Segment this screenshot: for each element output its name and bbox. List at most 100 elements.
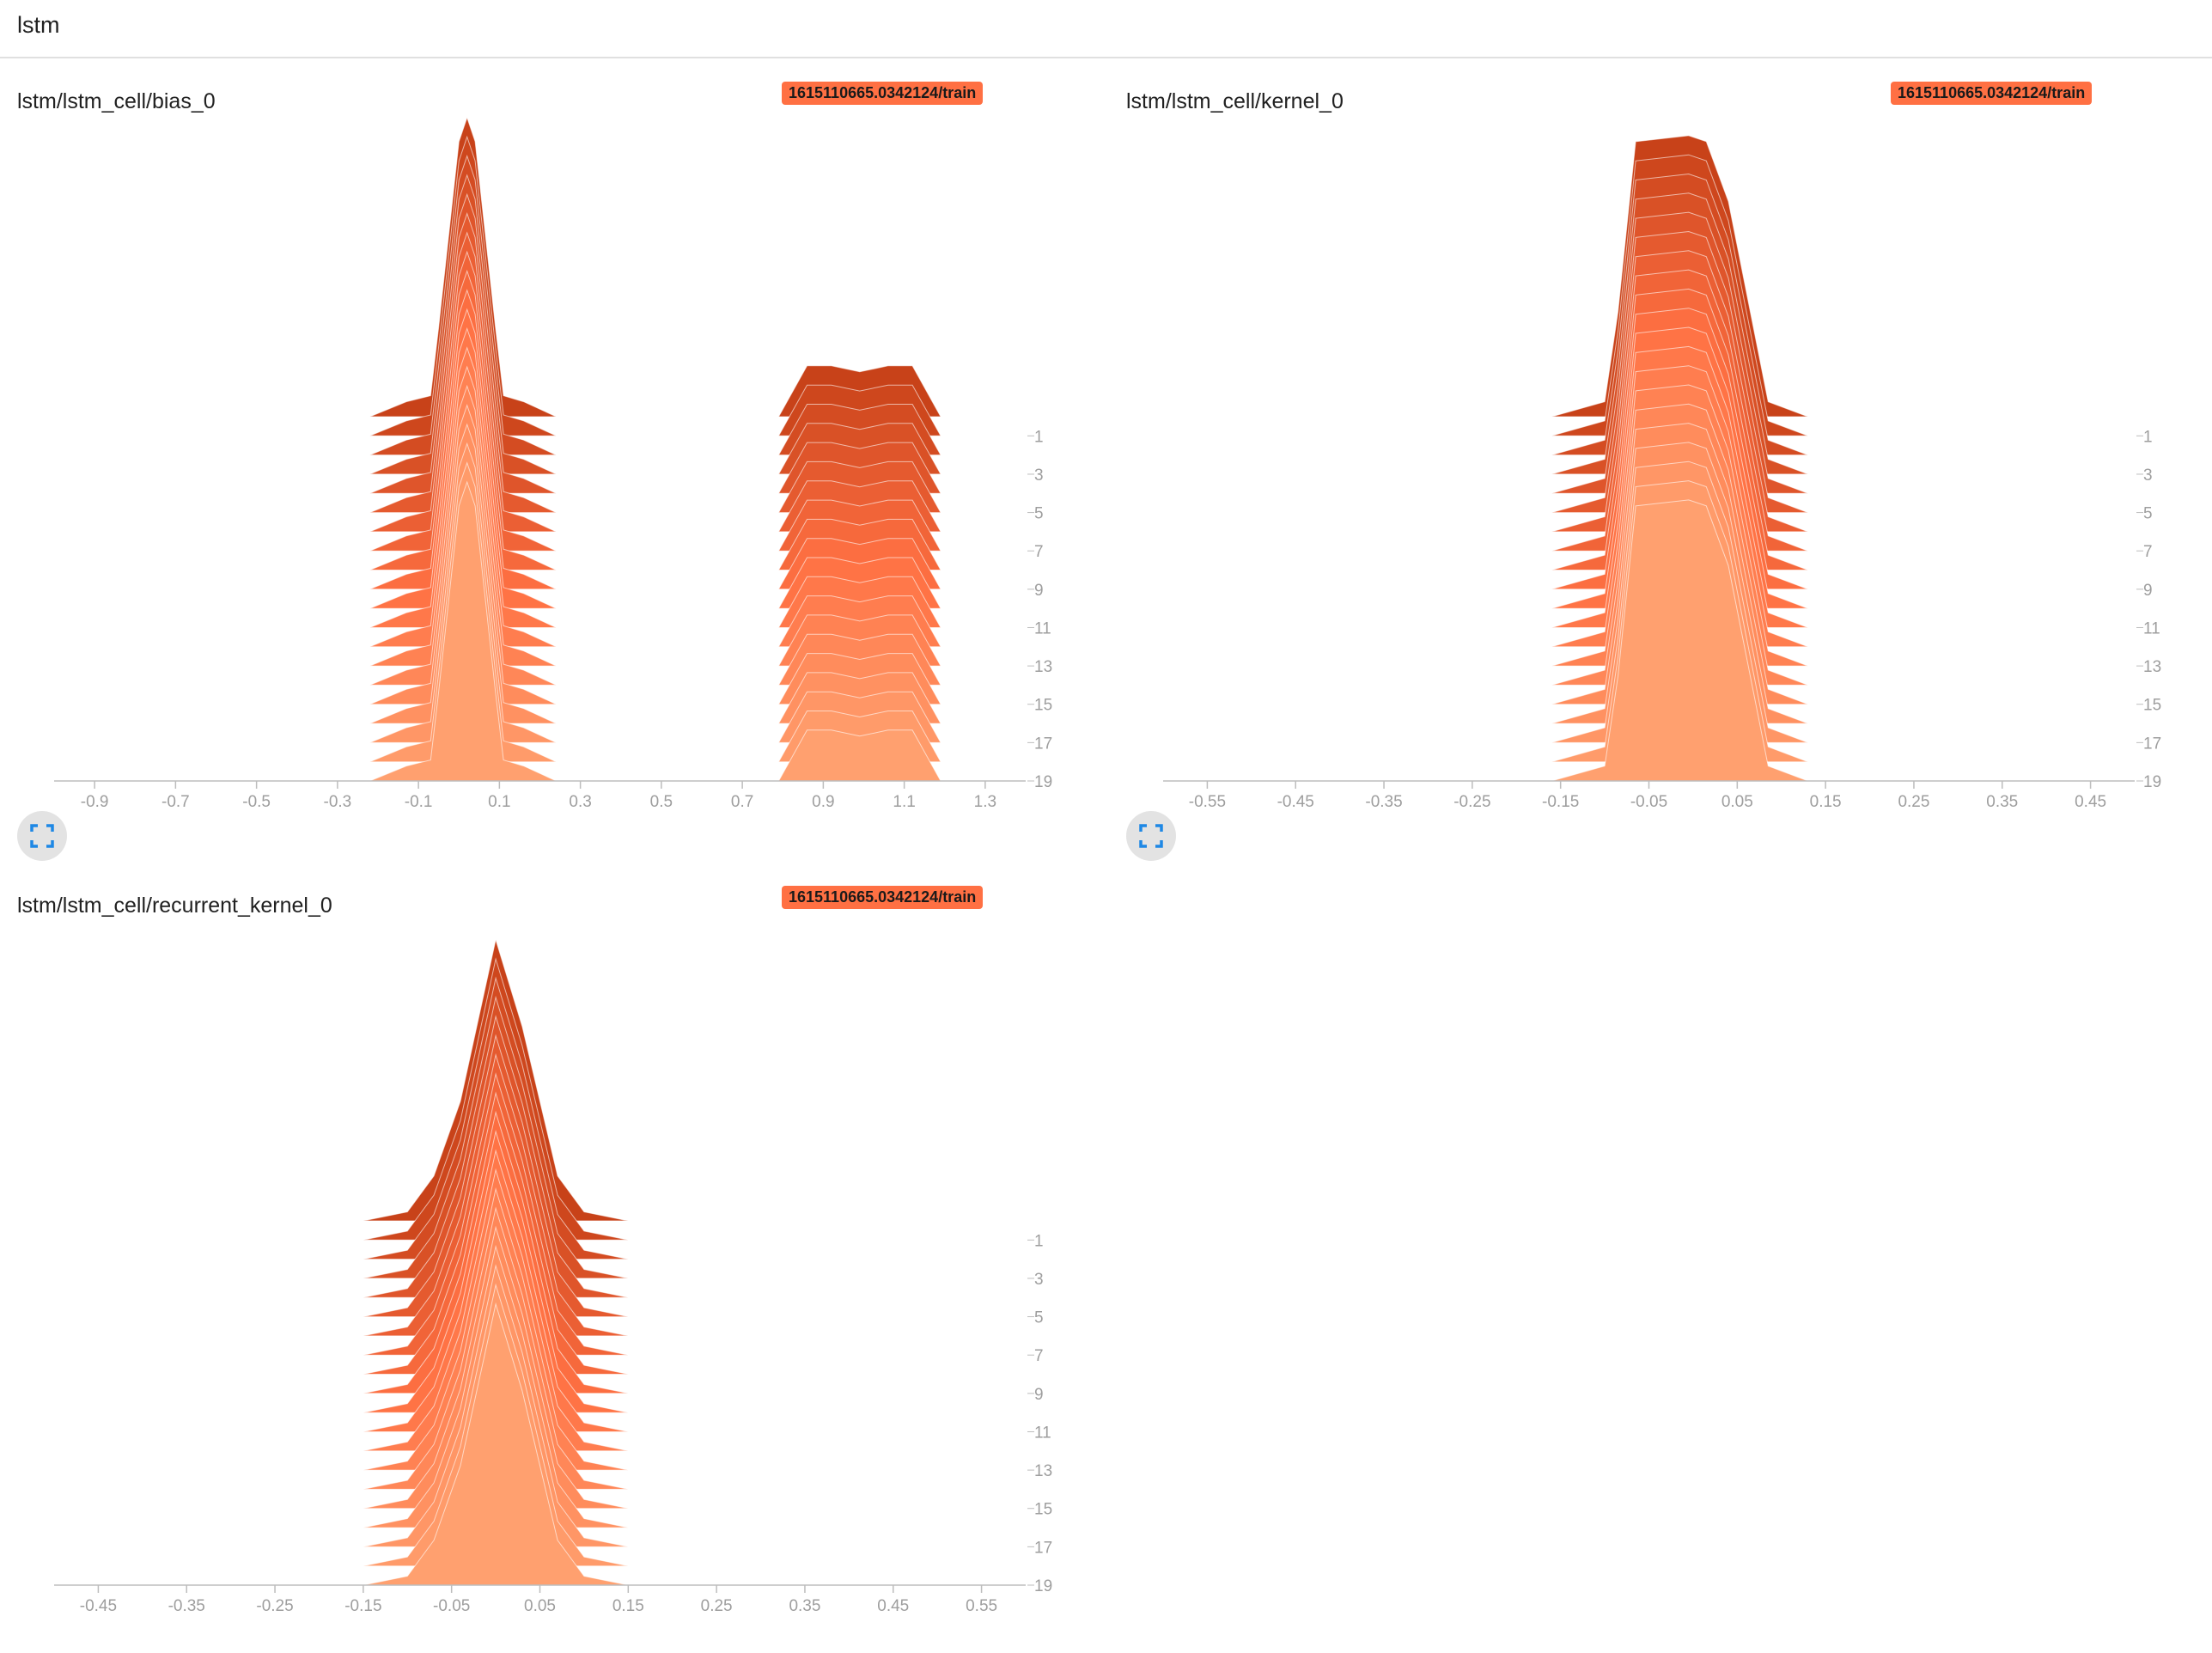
expand-button[interactable] <box>1126 811 1176 861</box>
histogram-step-13 <box>54 365 1026 667</box>
fullscreen-icon <box>1139 824 1163 848</box>
step-tick-label: 7 <box>1034 1347 1044 1365</box>
x-tick-label: -0.35 <box>168 1597 205 1615</box>
x-tick-label: 0.25 <box>1898 793 1929 811</box>
histogram-step-0 <box>54 116 1026 418</box>
x-tick-label: 0.15 <box>612 1597 644 1615</box>
section-title: lstm <box>17 12 60 38</box>
x-tick-label: 0.15 <box>1810 793 1842 811</box>
x-tick-label: 1.3 <box>974 793 996 811</box>
x-tick-label: -0.1 <box>405 793 433 811</box>
histogram-step-8 <box>54 269 1026 570</box>
histogram-step-17 <box>54 442 1026 743</box>
section-header: lstm <box>0 0 2212 58</box>
histogram-card-kernel: lstm/lstm_cell/kernel_0 1615110665.03421… <box>1126 76 2191 861</box>
histogram-step-6 <box>54 231 1026 533</box>
histogram-step-2 <box>54 155 1026 456</box>
chart-title: lstm/lstm_cell/bias_0 <box>17 89 216 113</box>
histogram-step-10 <box>54 308 1026 609</box>
step-tick-label: 5 <box>2143 505 2153 523</box>
step-tick-label: 19 <box>1034 1577 1052 1595</box>
x-tick-label: -0.25 <box>256 1597 293 1615</box>
x-tick-label: 0.05 <box>1721 793 1753 811</box>
step-tick-label: 13 <box>2143 658 2161 676</box>
expand-button[interactable] <box>17 811 67 861</box>
x-tick-label: 0.5 <box>650 793 673 811</box>
x-tick-label: 0.3 <box>569 793 591 811</box>
run-badge: 1615110665.0342124/train <box>782 82 984 105</box>
step-tick-label: 9 <box>1034 582 1044 600</box>
x-tick-label: -0.3 <box>324 793 352 811</box>
run-badge: 1615110665.0342124/train <box>782 886 984 909</box>
x-tick-label: 0.05 <box>524 1597 556 1615</box>
x-tick-label: 1.1 <box>893 793 915 811</box>
histogram-step-11 <box>54 326 1026 628</box>
step-tick-label: 3 <box>2143 467 2153 485</box>
step-tick-label: 19 <box>2143 773 2161 791</box>
step-tick-label: 3 <box>1034 1271 1044 1289</box>
x-tick-label: 0.45 <box>2075 793 2106 811</box>
x-tick-label: -0.55 <box>1189 793 1226 811</box>
step-tick-label: 13 <box>1034 1462 1052 1480</box>
step-tick-label: 1 <box>1034 428 1044 446</box>
step-tick-label: 11 <box>1034 1424 1051 1442</box>
histogram-step-1 <box>54 135 1026 436</box>
x-tick-label: -0.45 <box>1277 793 1314 811</box>
histogram-step-15 <box>54 404 1026 705</box>
step-tick-label: 17 <box>1034 1539 1052 1557</box>
chart-title: lstm/lstm_cell/kernel_0 <box>1126 89 1344 113</box>
step-tick-label: 19 <box>1034 773 1052 791</box>
x-tick-label: 0.35 <box>789 1597 820 1615</box>
x-tick-label: -0.9 <box>81 793 109 811</box>
histogram-step-14 <box>54 384 1026 686</box>
step-tick-label: 15 <box>1034 1501 1052 1519</box>
histogram-step-5 <box>54 212 1026 514</box>
step-tick-label: 9 <box>2143 582 2153 600</box>
histogram-step-19 <box>1163 499 2135 782</box>
x-tick-label: -0.45 <box>80 1597 117 1615</box>
step-tick-label: 7 <box>1034 543 1044 561</box>
step-tick-label: 13 <box>1034 658 1052 676</box>
histogram-step-19 <box>54 480 1026 782</box>
x-tick-label: 0.7 <box>731 793 753 811</box>
x-tick-label: -0.35 <box>1365 793 1402 811</box>
x-tick-label: 0.35 <box>1986 793 2018 811</box>
histogram-step-4 <box>54 192 1026 494</box>
x-tick-label: -0.25 <box>1453 793 1490 811</box>
step-tick-label: 9 <box>1034 1386 1044 1404</box>
step-tick-label: 17 <box>2143 735 2161 753</box>
x-tick-label: -0.05 <box>1630 793 1667 811</box>
step-tick-label: 15 <box>1034 697 1052 715</box>
x-tick-label: -0.7 <box>161 793 190 811</box>
step-tick-label: 15 <box>2143 697 2161 715</box>
x-tick-label: 0.55 <box>966 1597 997 1615</box>
step-tick-label: 17 <box>1034 735 1052 753</box>
fullscreen-icon <box>30 824 54 848</box>
histogram-step-3 <box>54 174 1026 475</box>
histogram-step-12 <box>54 346 1026 648</box>
histogram-step-18 <box>54 461 1026 763</box>
x-tick-label: 0.45 <box>877 1597 909 1615</box>
step-tick-label: 1 <box>1034 1232 1044 1250</box>
step-tick-label: 7 <box>2143 543 2153 561</box>
histogram-step-9 <box>54 289 1026 590</box>
histogram-step-16 <box>54 423 1026 724</box>
step-tick-label: 1 <box>2143 428 2153 446</box>
histogram-card-bias: lstm/lstm_cell/bias_0 1615110665.0342124… <box>17 76 1082 861</box>
step-tick-label: 11 <box>1034 619 1051 637</box>
chart-title: lstm/lstm_cell/recurrent_kernel_0 <box>17 894 332 918</box>
x-tick-label: -0.15 <box>344 1597 381 1615</box>
x-tick-label: -0.5 <box>242 793 271 811</box>
step-tick-label: 5 <box>1034 1309 1044 1327</box>
x-tick-label: -0.05 <box>433 1597 470 1615</box>
x-tick-label: 0.9 <box>812 793 834 811</box>
x-tick-label: 0.1 <box>488 793 510 811</box>
histogram-card-recurrent-kernel: lstm/lstm_cell/recurrent_kernel_0 161511… <box>17 880 1082 1653</box>
histogram-step-7 <box>54 250 1026 552</box>
step-tick-label: 5 <box>1034 505 1044 523</box>
step-tick-label: 3 <box>1034 467 1044 485</box>
x-tick-label: -0.15 <box>1542 793 1579 811</box>
step-tick-label: 11 <box>2143 619 2160 637</box>
